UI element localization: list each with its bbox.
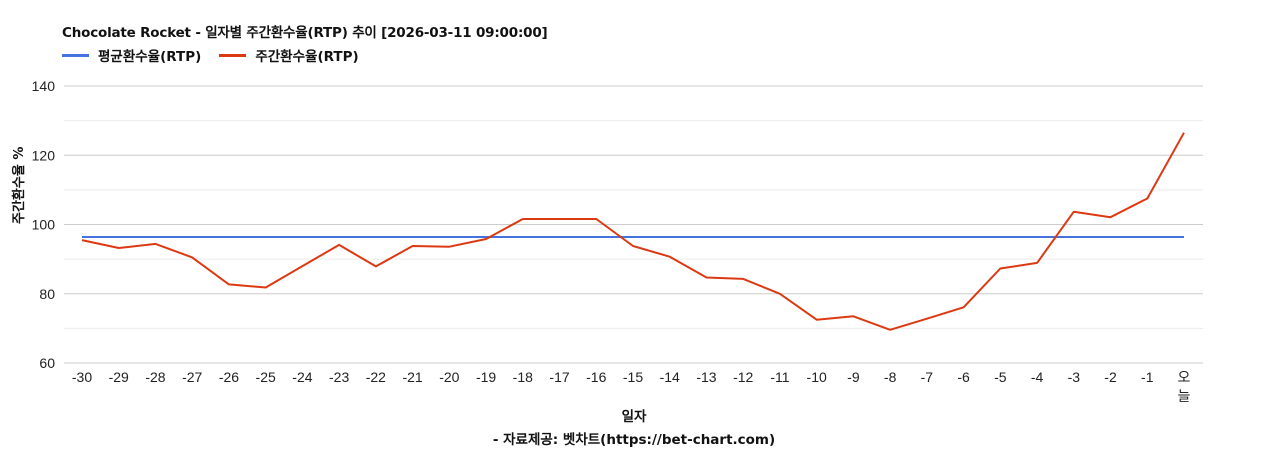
- weekly-rtp-line[interactable]: [81, 132, 1185, 331]
- y-tick-label: 100: [32, 217, 56, 233]
- x-tick-label: -24: [292, 369, 312, 385]
- legend-label-weekly: 주간환수율(RTP): [255, 49, 359, 65]
- y-tick-label: 80: [39, 286, 55, 302]
- x-tick-label: -28: [145, 369, 165, 385]
- x-tick-label: -18: [513, 369, 533, 385]
- x-tick-label: -25: [256, 369, 276, 385]
- x-tick-label: -1: [1141, 369, 1154, 385]
- x-tick-label: -20: [439, 369, 459, 385]
- chart-title: Chocolate Rocket - 일자별 주간환수율(RTP) 추이 [20…: [62, 25, 548, 41]
- y-axis-ticks: 60 80 100 120 140: [32, 78, 56, 371]
- x-tick-label: -14: [660, 369, 680, 385]
- x-tick-label: -26: [219, 369, 239, 385]
- x-tick-label: -22: [366, 369, 386, 385]
- x-tick-label: -12: [733, 369, 753, 385]
- legend-item-weekly-rtp[interactable]: 주간환수율(RTP): [219, 45, 359, 65]
- series-lines: [81, 132, 1185, 331]
- y-tick-label: 60: [39, 355, 55, 371]
- x-tick-label: 늘: [1178, 388, 1191, 404]
- legend-swatch-average: [62, 53, 89, 57]
- x-tick-label: -16: [586, 369, 606, 385]
- x-tick-label: -13: [696, 369, 716, 385]
- x-tick-label: -10: [807, 369, 827, 385]
- y-tick-label: 140: [32, 78, 56, 94]
- y-axis-label: 주간환수율 %: [12, 146, 27, 224]
- legend-swatch-weekly: [219, 53, 247, 57]
- x-tick-label: -9: [847, 369, 860, 385]
- x-tick-label: -29: [109, 369, 129, 385]
- x-tick-label: -15: [623, 369, 643, 385]
- y-tick-label: 120: [32, 147, 56, 163]
- legend: 평균환수율(RTP) 주간환수율(RTP): [62, 45, 377, 65]
- gridlines: [64, 85, 1203, 364]
- x-tick-label: -7: [921, 369, 934, 385]
- x-axis-ticks: -30 -29 -28 -27 -26 -25 -24 -23 -22 -21 -20 -19 -18-…: [72, 369, 1191, 404]
- x-tick-label: -3: [1068, 369, 1081, 385]
- x-tick-label: -6: [957, 369, 970, 385]
- x-tick-label: -23: [329, 369, 349, 385]
- x-tick-label: -11: [770, 369, 789, 385]
- source-credit: - 자료제공: 벳차트(https://bet-chart.com): [492, 432, 776, 448]
- x-tick-label: 오: [1178, 369, 1191, 385]
- legend-item-average-rtp[interactable]: 평균환수율(RTP): [62, 45, 201, 65]
- legend-label-average: 평균환수율(RTP): [98, 49, 202, 65]
- x-tick-label: -2: [1104, 369, 1117, 385]
- x-tick-label: -17: [549, 369, 569, 385]
- x-tick-label: -8: [884, 369, 897, 385]
- x-tick-label: -19: [476, 369, 496, 385]
- x-axis-label: 일자: [621, 409, 647, 425]
- x-tick-label: -5: [994, 369, 1007, 385]
- x-tick-label: -30: [72, 369, 92, 385]
- x-tick-label: -4: [1031, 369, 1044, 385]
- x-tick-label: -27: [182, 369, 202, 385]
- x-tick-label: -21: [402, 369, 422, 385]
